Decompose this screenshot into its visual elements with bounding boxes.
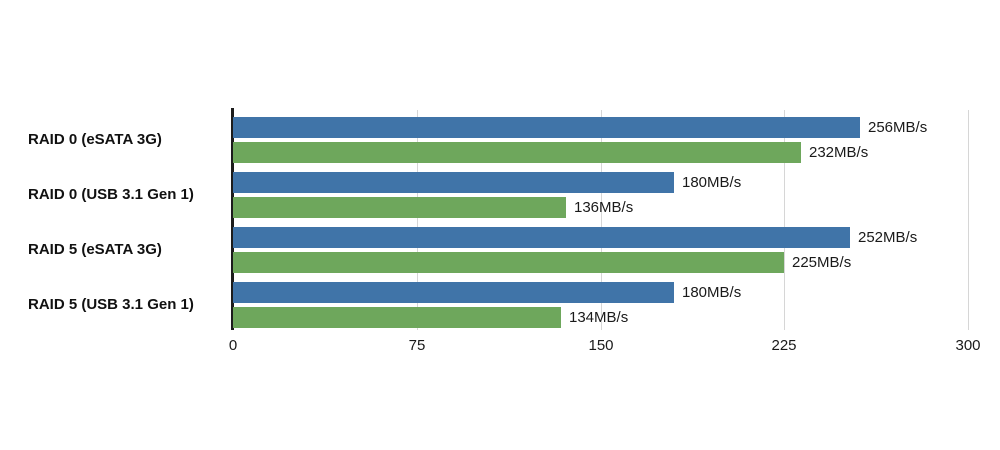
bar-blue (233, 172, 674, 193)
x-tick-label: 300 (955, 337, 981, 354)
bar-green (233, 197, 566, 218)
bar-blue (233, 227, 850, 248)
bar-green (233, 307, 561, 328)
bar-green (233, 142, 801, 163)
bar-value-label: 232MB/s (809, 144, 869, 161)
gridline (417, 110, 418, 330)
category-label: RAID 5 (USB 3.1 Gen 1) (28, 296, 194, 313)
x-tick-label: 225 (771, 337, 797, 354)
x-tick-label: 150 (588, 337, 614, 354)
bar-blue (233, 117, 860, 138)
bar-value-label: 136MB/s (574, 199, 634, 216)
bar-value-label: 180MB/s (682, 174, 742, 191)
x-tick-label: 0 (228, 337, 238, 354)
gridline (968, 110, 969, 330)
gridline (601, 110, 602, 330)
bar-value-label: 256MB/s (868, 119, 928, 136)
bar-value-label: 225MB/s (792, 254, 852, 271)
category-label: RAID 0 (USB 3.1 Gen 1) (28, 186, 194, 203)
bar-value-label: 134MB/s (569, 309, 629, 326)
bar-value-label: 180MB/s (682, 284, 742, 301)
bar-blue (233, 282, 674, 303)
x-tick-label: 75 (408, 337, 426, 354)
category-label: RAID 0 (eSATA 3G) (28, 131, 162, 148)
category-label: RAID 5 (eSATA 3G) (28, 241, 162, 258)
bar-green (233, 252, 784, 273)
bar-value-label: 252MB/s (858, 229, 918, 246)
y-axis-line (231, 108, 234, 330)
gridline (784, 110, 785, 330)
